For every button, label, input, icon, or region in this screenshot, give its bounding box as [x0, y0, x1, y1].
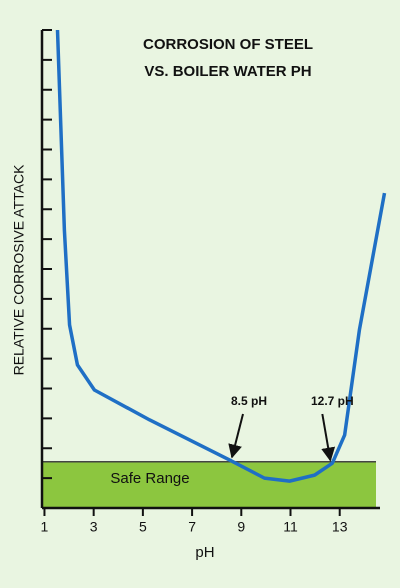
- x-tick-label: 11: [283, 519, 298, 535]
- x-tick-label: 7: [188, 519, 196, 535]
- chart-title: CORROSION OF STEEL: [143, 36, 313, 53]
- safe-range-label: Safe Range: [110, 470, 189, 487]
- x-tick-label: 5: [139, 519, 147, 535]
- x-tick-label: 9: [237, 519, 245, 535]
- x-tick-label: 13: [332, 519, 348, 535]
- annotation: 12.7 pH: [311, 394, 354, 408]
- x-tick-label: 3: [90, 519, 98, 535]
- chart-title: VS. BOILER WATER PH: [144, 63, 311, 80]
- line: [55, 29, 387, 483]
- annotation-arrow: [321, 413, 336, 462]
- annotation: 8.5 pH: [231, 394, 267, 408]
- annotation-arrow: [228, 413, 244, 459]
- x-axis-label: pH: [195, 544, 214, 561]
- x-tick-label: 1: [41, 519, 49, 535]
- y-axis-label: RELATIVE CORROSIVE ATTACK: [11, 164, 27, 375]
